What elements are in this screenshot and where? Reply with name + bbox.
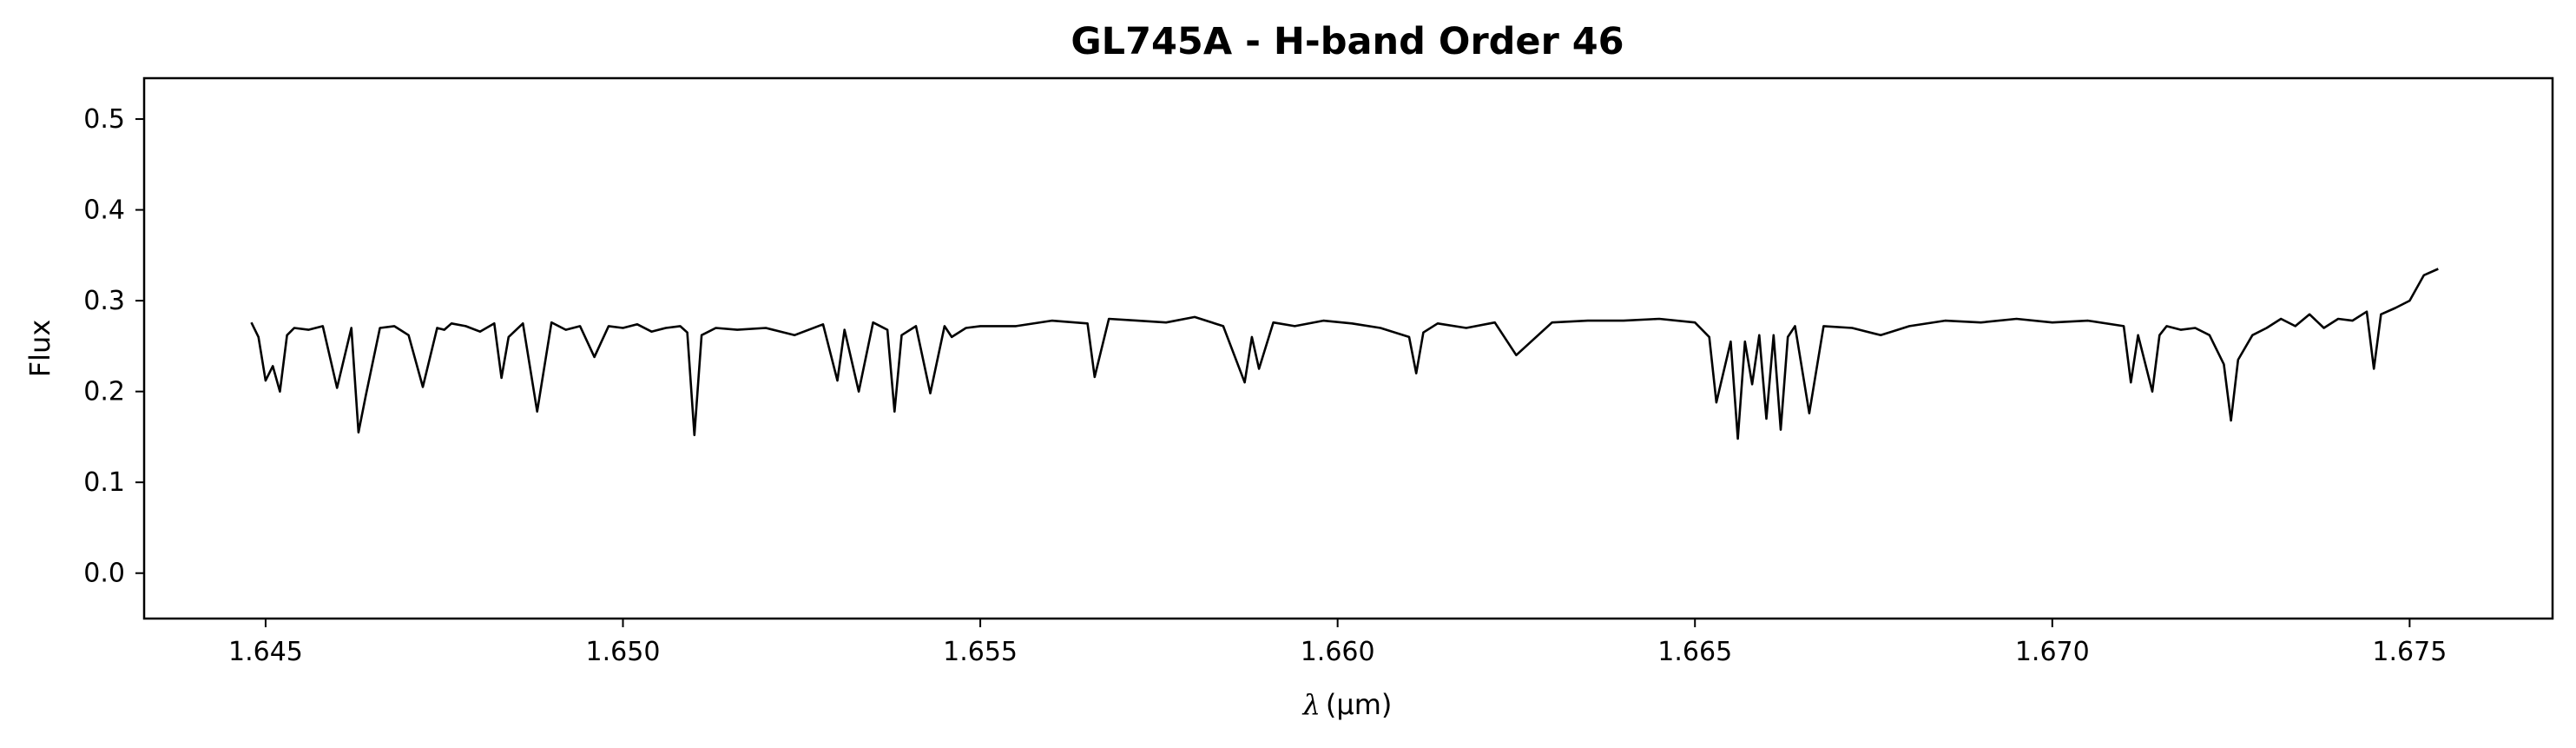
plot-area-frame — [142, 76, 2554, 620]
x-tick-label: 1.645 — [228, 637, 303, 667]
flux-series-line — [250, 268, 2439, 440]
x-axis-label-symbol: λ — [1301, 688, 1321, 721]
y-tick-label: 0.4 — [83, 195, 125, 226]
y-axis-ticks: 0.0 0.1 0.2 0.3 0.4 0.5 — [83, 104, 144, 589]
x-tick-label: 1.670 — [2015, 637, 2090, 667]
y-tick-label: 0.5 — [83, 104, 125, 135]
y-axis-label: Flux — [23, 320, 56, 378]
y-tick-label: 0.2 — [83, 377, 125, 407]
x-tick-label: 1.650 — [586, 637, 661, 667]
x-tick-label: 1.655 — [943, 637, 1018, 667]
x-tick-label: 1.675 — [2372, 637, 2447, 667]
y-tick-label: 0.1 — [83, 467, 125, 498]
y-tick-label: 0.0 — [83, 559, 125, 589]
x-axis-ticks: 1.645 1.650 1.655 1.660 1.665 1.670 1.675 — [228, 619, 2447, 667]
x-axis-label: λ (μm) — [1301, 688, 1393, 721]
x-axis-label-unit: (μm) — [1326, 688, 1393, 721]
chart-title: GL745A - H-band Order 46 — [1071, 20, 1624, 63]
x-tick-label: 1.665 — [1657, 637, 1732, 667]
y-tick-label: 0.3 — [83, 286, 125, 316]
x-tick-label: 1.660 — [1301, 637, 1375, 667]
